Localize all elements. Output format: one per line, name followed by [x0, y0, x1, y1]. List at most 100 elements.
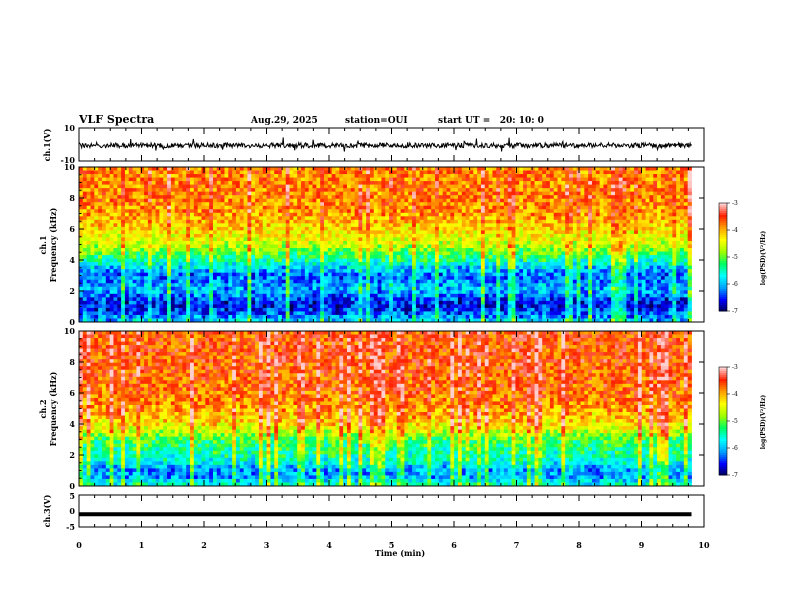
- spectrogram-cell: [653, 188, 658, 193]
- spectrogram-cell: [442, 209, 447, 214]
- spectrogram-cell: [653, 258, 658, 263]
- spectrogram-cell: [576, 237, 581, 242]
- spectrogram-cell: [105, 170, 111, 175]
- spectrogram-cell: [668, 233, 673, 238]
- spectrogram-cell: [645, 174, 650, 178]
- spectrogram-cell: [220, 219, 225, 224]
- spectrogram-cell: [538, 181, 543, 186]
- spectrogram-cell: [408, 170, 413, 175]
- spectrogram-cell: [496, 269, 501, 274]
- spectrogram-cell: [427, 226, 432, 231]
- spectrogram-cell: [611, 209, 616, 214]
- spectrogram-cell: [258, 202, 264, 207]
- spectrogram-cell: [346, 167, 352, 171]
- spectrogram-cell: [117, 167, 122, 171]
- spectrogram-cell: [565, 174, 570, 178]
- spectrogram-cell: [676, 170, 681, 175]
- spectrogram-cell: [591, 265, 597, 270]
- spectrogram-cell: [121, 212, 126, 217]
- spectrogram-cell: [366, 255, 371, 259]
- spectrogram-cell: [614, 237, 620, 242]
- spectrogram-cell: [243, 251, 248, 256]
- spectrogram-cell: [140, 219, 145, 224]
- spectrogram-cell: [423, 205, 428, 210]
- spectrogram-cell: [79, 170, 84, 175]
- spectrogram-cell: [98, 188, 103, 193]
- spectrogram-cell: [301, 237, 306, 242]
- spectrogram-cell: [362, 272, 367, 277]
- spectrogram-cell: [346, 195, 352, 200]
- spectrogram-cell: [212, 226, 218, 231]
- spectrogram-cell: [79, 251, 84, 256]
- spectrogram-cell: [412, 248, 417, 252]
- ch1-wave-tick-bottom: -10: [61, 155, 76, 165]
- spectrogram-cell: [174, 272, 179, 277]
- spectrogram-cell: [228, 202, 233, 207]
- spectrogram-cell: [389, 198, 394, 203]
- spectrogram-cell: [377, 202, 382, 207]
- spectrogram-cell: [281, 248, 287, 252]
- spectrogram-cell: [270, 205, 275, 210]
- spectrogram-cell: [389, 216, 394, 221]
- spectrogram-cell: [209, 251, 214, 256]
- spectrogram-cell: [312, 170, 317, 175]
- spectrogram-cell: [377, 248, 382, 252]
- spectrogram-cell: [362, 177, 367, 182]
- spectrogram-cell: [423, 255, 428, 259]
- spectrogram-cell: [546, 240, 551, 245]
- spectrogram-cell: [197, 244, 202, 249]
- spectrogram-cell: [641, 262, 646, 267]
- spectrogram-cell: [680, 248, 685, 252]
- spectrogram-cell: [366, 188, 371, 193]
- spectrogram-cell: [293, 209, 298, 214]
- spectrogram-cell: [224, 255, 229, 259]
- spectrogram-cell: [473, 240, 478, 245]
- spectrogram-cell: [316, 269, 321, 274]
- spectrogram-cell: [151, 212, 156, 217]
- spectrogram-cell: [331, 223, 336, 228]
- spectrogram-cell: [174, 226, 179, 231]
- spectrogram-cell: [427, 255, 432, 259]
- spectrogram-cell: [312, 184, 317, 189]
- spectrogram-cell: [350, 255, 356, 259]
- spectrogram-cell: [94, 195, 99, 200]
- spectrogram-cell: [327, 258, 333, 263]
- spectrogram-cell: [400, 219, 405, 224]
- spectrogram-cell: [205, 226, 210, 231]
- spectrogram-cell: [216, 209, 222, 214]
- spectrogram-cell: [235, 248, 241, 252]
- spectrogram-cell: [339, 167, 344, 171]
- spectrogram-cell: [147, 258, 153, 263]
- spectrogram-cell: [251, 255, 256, 259]
- spectrogram-cell: [557, 237, 562, 242]
- spectrogram-cell: [86, 167, 91, 171]
- spectrogram-cell: [511, 177, 516, 182]
- spectrogram-cell: [580, 212, 585, 217]
- spectrogram-cell: [335, 177, 340, 182]
- spectrogram-cell: [542, 205, 547, 210]
- spectrogram-cell: [542, 202, 547, 207]
- spectrogram-cell: [308, 167, 313, 171]
- spectrogram-cell: [105, 272, 111, 277]
- spectrogram-cell: [132, 240, 137, 245]
- spectrogram-cell: [427, 258, 432, 263]
- spectrogram-cell: [653, 177, 658, 182]
- spectrogram-cell: [228, 244, 233, 249]
- spectrogram-cell: [546, 174, 551, 178]
- spectrogram-cell: [262, 174, 267, 178]
- spectrogram-cell: [637, 269, 643, 274]
- figure-title: VLF Spectra: [78, 113, 154, 126]
- spectrogram-cell: [121, 255, 126, 259]
- spectrogram-cell: [580, 205, 585, 210]
- spectrogram-cell: [645, 184, 650, 189]
- spectrogram-cell: [611, 188, 616, 193]
- spectrogram-cell: [132, 272, 137, 277]
- spectrogram-cell: [569, 269, 574, 274]
- spectrogram-cell: [683, 184, 689, 189]
- spectrogram-cell: [553, 216, 558, 221]
- spectrogram-cell: [492, 248, 497, 252]
- spectrogram-cell: [239, 191, 245, 196]
- spectrogram-cell: [511, 255, 516, 259]
- spectrogram-cell: [255, 202, 260, 207]
- spectrogram-cell: [469, 216, 474, 221]
